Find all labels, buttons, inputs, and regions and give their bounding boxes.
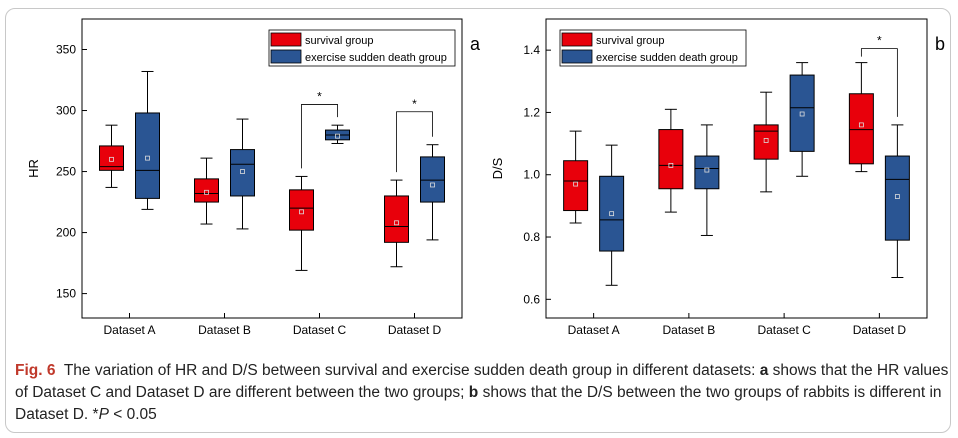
panel-a-category-label: Dataset B (198, 323, 251, 337)
panel-b-legend-swatch (561, 32, 593, 47)
box-mean-marker (109, 156, 114, 162)
caption-p-italic: P (98, 406, 109, 423)
panel-b-box-death (694, 124, 720, 236)
panel-b-category-label: Dataset A (568, 323, 620, 337)
box-iqr (135, 112, 160, 199)
panel-a-box-death (135, 70, 160, 210)
box-mean-marker (299, 209, 304, 215)
panel-a-box-survival (99, 124, 124, 188)
box-mean-marker (145, 155, 150, 161)
panel-b-box-death (599, 144, 625, 286)
panel-b-plot-frame (545, 18, 928, 319)
box-iqr (384, 195, 409, 243)
panel-b-legend-label: survival group (596, 35, 664, 47)
figure-caption: Fig. 6 The variation of HR and D/S betwe… (15, 360, 950, 426)
box-iqr (563, 160, 589, 212)
panel-b-significance-star: * (877, 34, 882, 48)
box-mean-marker (430, 182, 435, 188)
box-mean-marker (668, 162, 674, 168)
panel-a-legend-swatch (270, 49, 302, 64)
panel-a-box-survival (194, 157, 219, 225)
caption-text-4: < 0.05 (108, 406, 157, 423)
box-iqr (658, 129, 684, 190)
caption-b-label: b (468, 384, 479, 401)
panel-b-legend-label: exercise sudden death group (596, 52, 738, 64)
panel-b-category-label: Dataset C (757, 323, 811, 337)
panel-a-box-survival (384, 179, 409, 268)
panel-a-significance-bracket (396, 111, 433, 173)
panel-b-box-survival (848, 62, 874, 173)
panel-a-box-death (230, 118, 255, 230)
panel-b-ytick-label: 1.4 (523, 43, 540, 57)
panel-a-ylabel: HR (26, 159, 41, 178)
box-mean-marker (394, 220, 399, 226)
box-mean-marker (799, 111, 805, 117)
figure-charts: 150 200 250 300 350 HR Dataset A Dataset B Datas… (26, 18, 945, 337)
panel-a-significance-star: * (412, 97, 417, 111)
panel-a-box-survival (289, 175, 314, 271)
panel-b-box-death (789, 62, 815, 177)
panel-b-ylabel: D/S (490, 157, 505, 179)
box-mean-marker (335, 133, 340, 139)
panel-a-ytick-label: 150 (56, 287, 76, 301)
panel-b-significance-bracket (860, 48, 898, 117)
panel-a-category-label: Dataset D (388, 323, 442, 337)
box-iqr (848, 93, 874, 165)
box-iqr (420, 156, 445, 203)
panel-b-box-survival (753, 91, 779, 193)
panel-b-ytick-label: 0.8 (523, 230, 540, 244)
panel-a-ytick-label: 300 (56, 104, 76, 118)
caption-text-3: shows that the D/S between the two group… (15, 384, 942, 423)
caption-text-2: shows that the HR values of Dataset C an… (15, 362, 949, 401)
box-mean-marker (609, 211, 615, 217)
panel-b-ytick-label: 0.6 (523, 292, 540, 306)
box-mean-marker (240, 169, 245, 174)
caption-text-1: The variation of HR and D/S between surv… (63, 362, 760, 379)
panel-b-box-survival (658, 108, 684, 213)
panel-a-label: a (470, 34, 481, 54)
panel-b-legend-swatch (561, 49, 593, 64)
panel-a-category-label: Dataset A (103, 323, 155, 337)
panel-b-category-label: Dataset D (853, 323, 907, 337)
panel-b-chart: 0.6 0.8 1.0 1.2 1.4 D/S Dataset A Dataset B Data… (490, 18, 945, 337)
box-mean-marker (704, 167, 710, 173)
panel-a-legend-label: survival group (305, 35, 373, 47)
figure-frame (5, 8, 951, 433)
panel-b-label: b (935, 34, 945, 54)
panel-a-legend-label: exercise sudden death group (305, 52, 447, 64)
panel-a-plot-frame (81, 18, 463, 319)
panel-b-ytick-label: 1.2 (523, 105, 540, 119)
panel-a-ytick-label: 250 (56, 165, 76, 179)
panel-a-box-death (420, 144, 445, 241)
panel-a-significance-bracket (301, 104, 338, 169)
panel-a-chart: 150 200 250 300 350 HR Dataset A Dataset B Datas… (26, 18, 481, 337)
panel-b-ytick-label: 1.0 (523, 168, 540, 182)
box-iqr (230, 149, 255, 197)
panel-a-box-death (325, 124, 350, 144)
box-mean-marker (894, 194, 900, 199)
panel-b-category-label: Dataset B (663, 323, 716, 337)
box-mean-marker (204, 189, 209, 195)
box-mean-marker (858, 122, 864, 128)
panel-a-ytick-label: 200 (56, 226, 76, 240)
panel-a-ytick-label: 350 (56, 43, 76, 57)
panel-a-category-label: Dataset C (293, 323, 347, 337)
panel-a-legend-swatch (270, 32, 302, 47)
caption-fig-label: Fig. 6 (15, 362, 56, 379)
box-iqr (789, 74, 815, 152)
panel-b-box-death (884, 124, 910, 279)
box-iqr (753, 124, 779, 160)
panel-b-box-survival (563, 130, 589, 224)
box-iqr (884, 155, 910, 241)
box-mean-marker (573, 181, 579, 187)
box-mean-marker (763, 138, 769, 143)
panel-a-significance-star: * (317, 89, 322, 103)
caption-a-label: a (759, 362, 769, 379)
box-iqr (599, 175, 625, 252)
